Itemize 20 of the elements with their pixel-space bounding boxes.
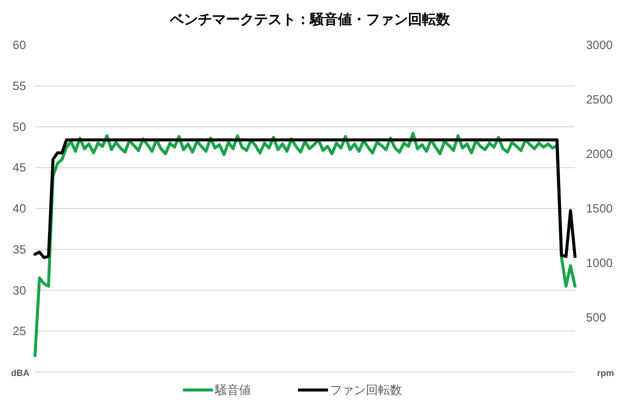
- y-tick-label: 35: [12, 242, 26, 256]
- y2-tick-label: 500: [586, 310, 606, 324]
- y2-tick-label: 1500: [586, 202, 614, 216]
- y-tick-label: 45: [12, 160, 26, 175]
- line-series: [34, 138, 576, 260]
- y-tick-label: 40: [12, 202, 26, 216]
- y-tick-label: 30: [12, 283, 26, 298]
- y-tick-label: 60: [12, 38, 26, 52]
- y2-tick-label: 2500: [586, 92, 614, 106]
- y2-tick-label: 1000: [586, 256, 614, 270]
- y2-tick-label: 2000: [586, 147, 614, 161]
- y-axis-title: dBA: [11, 368, 30, 378]
- chart-title: ベンチマークテスト：騒音値・ファン回転数: [169, 11, 451, 27]
- legend-label: ファン回転数: [330, 383, 402, 397]
- y-tick-label: 50: [12, 120, 26, 134]
- y2-axis-title: rpm: [596, 368, 614, 378]
- legend-label: 騒音値: [214, 383, 251, 397]
- y-tick-label: 25: [12, 324, 26, 338]
- y-tick-label: 55: [12, 78, 26, 93]
- y2-tick-label: 3000: [586, 38, 614, 52]
